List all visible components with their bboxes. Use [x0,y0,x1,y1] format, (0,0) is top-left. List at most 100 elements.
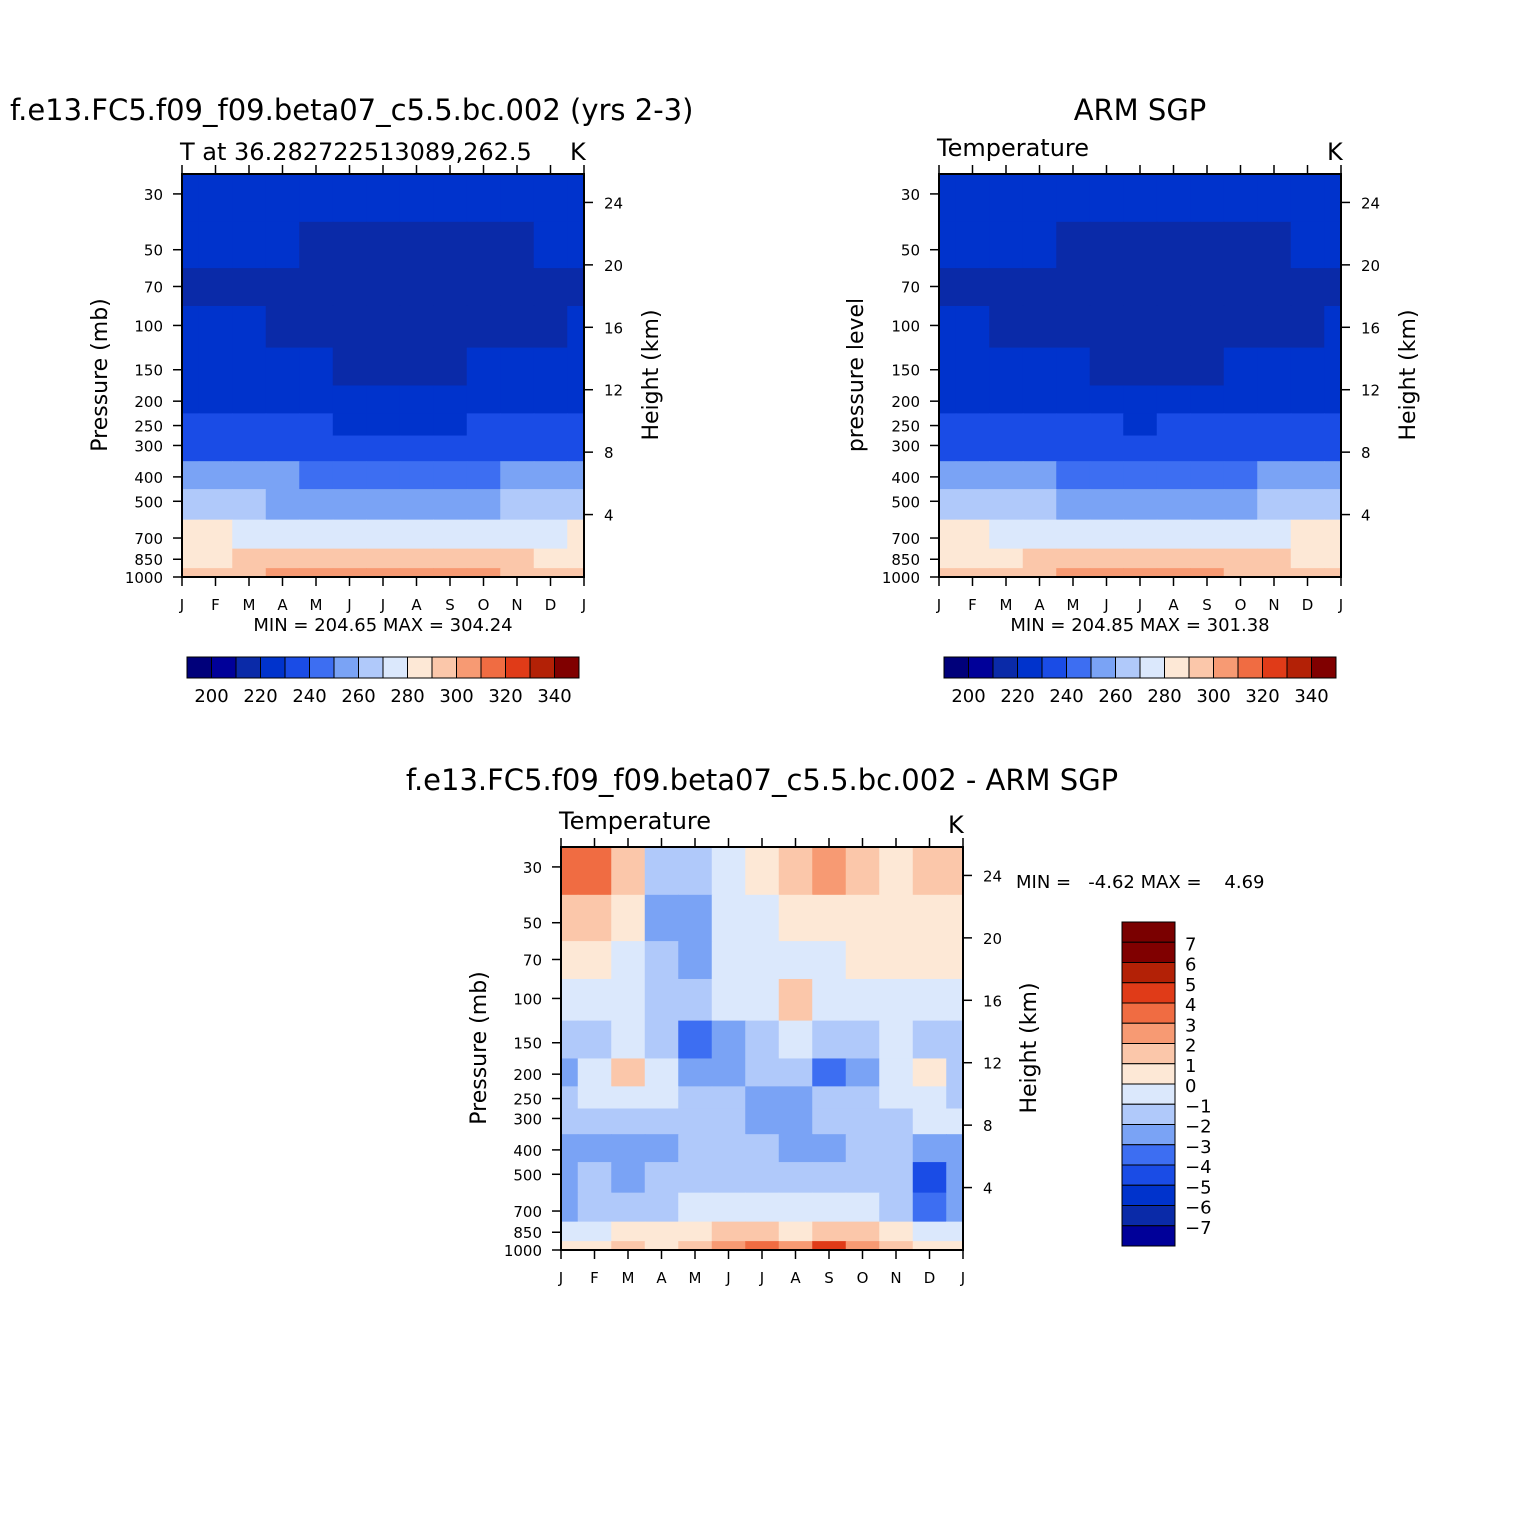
field-cell [1123,568,1158,578]
field-cell [567,385,585,414]
colorbar-label: −6 [1185,1198,1212,1219]
field-cell [1022,413,1057,437]
field-cell [879,1162,914,1194]
panel-model-units: K [570,138,587,166]
panel-obs-field [939,174,1342,578]
colorbar-box [1286,656,1312,679]
field-cell [845,1162,880,1194]
field-cell [939,305,957,349]
field-cell [577,1058,612,1087]
field-cell [1257,174,1292,223]
y2-tick-label: 12 [983,1055,1002,1073]
field-cell [611,1058,646,1087]
x-tick-label: O [1235,596,1247,614]
field-cell [879,1058,914,1087]
field-cell [644,847,679,896]
field-cell [678,941,713,980]
field-cell [1156,519,1191,550]
field-cell [812,1020,847,1060]
field-cell [1324,568,1342,578]
field-cell [366,221,401,269]
field-cell [533,347,568,387]
x-tick-label: J [759,1269,764,1287]
field-cell [533,268,568,307]
field-cell [644,1221,679,1242]
y-tick-label: 300 [134,437,163,455]
field-cell [466,347,501,387]
panel-model-field [182,174,585,578]
y2-tick-label: 8 [983,1117,993,1135]
field-cell [946,978,964,1022]
field-cell [611,1108,646,1135]
field-cell [678,1221,713,1242]
field-cell [1223,385,1258,414]
field-cell [399,519,434,550]
field-cell [265,347,300,387]
colorbar-box [1121,1083,1176,1105]
x-tick-label: A [656,1269,667,1287]
field-cell [366,435,401,462]
field-cell [1089,305,1124,349]
field-cell [1190,385,1225,414]
field-cell [745,847,780,896]
field-cell [299,548,334,569]
field-cell [577,1086,612,1110]
colorbar-box [1188,656,1214,679]
field-cell [561,1134,579,1163]
field-cell [711,1058,746,1087]
y-tick-label: 200 [513,1066,542,1084]
field-cell [989,347,1024,387]
colorbar-box [1121,1103,1176,1125]
x-tick-label: O [857,1269,869,1287]
field-cell [611,1134,646,1163]
field-cell [332,268,367,307]
field-cell [265,268,300,307]
field-cell [232,413,267,437]
field-cell [1290,221,1325,269]
y-tick-label: 400 [134,469,163,487]
y2-tick-label: 24 [983,867,1002,885]
colorbar-box [1090,656,1116,679]
field-cell [611,1162,646,1194]
y2-tick-label: 8 [604,444,614,462]
field-cell [845,1192,880,1223]
panel-diff-title: f.e13.FC5.f09_f09.beta07_c5.5.bc.002 - A… [406,763,1118,797]
field-cell [1190,268,1225,307]
field-cell [466,385,501,414]
field-cell [466,568,501,578]
y-tick-label: 300 [513,1110,542,1128]
field-cell [182,174,200,223]
colorbar-box [1139,656,1165,679]
field-cell [1156,568,1191,578]
field-cell [745,978,780,1022]
y-tick-label: 500 [134,493,163,511]
y-tick-label: 150 [134,362,163,380]
field-cell [711,1086,746,1110]
y-tick-label: 150 [513,1035,542,1053]
field-cell [567,435,585,462]
field-cell [1123,461,1158,490]
field-cell [812,1221,847,1242]
field-cell [912,941,947,980]
field-cell [912,1162,947,1194]
field-cell [500,347,535,387]
field-cell [561,1241,579,1251]
field-cell [1156,221,1191,269]
field-cell [611,847,646,896]
colorbar-box [968,656,994,679]
panel-model-title: f.e13.FC5.f09_f09.beta07_c5.5.bc.002 (yr… [10,93,693,127]
x-tick-label: A [411,596,422,614]
field-cell [1022,385,1057,414]
field-cell [1290,489,1325,521]
x-tick-label: A [1168,596,1179,614]
field-cell [745,1192,780,1223]
field-cell [232,305,267,349]
field-cell [711,1192,746,1223]
field-cell [299,385,334,414]
y-tick-label: 400 [513,1142,542,1160]
field-cell [433,268,468,307]
panel-obs-title: ARM SGP [1074,93,1207,127]
colorbar-label: 300 [439,686,473,707]
field-cell [1056,413,1091,437]
